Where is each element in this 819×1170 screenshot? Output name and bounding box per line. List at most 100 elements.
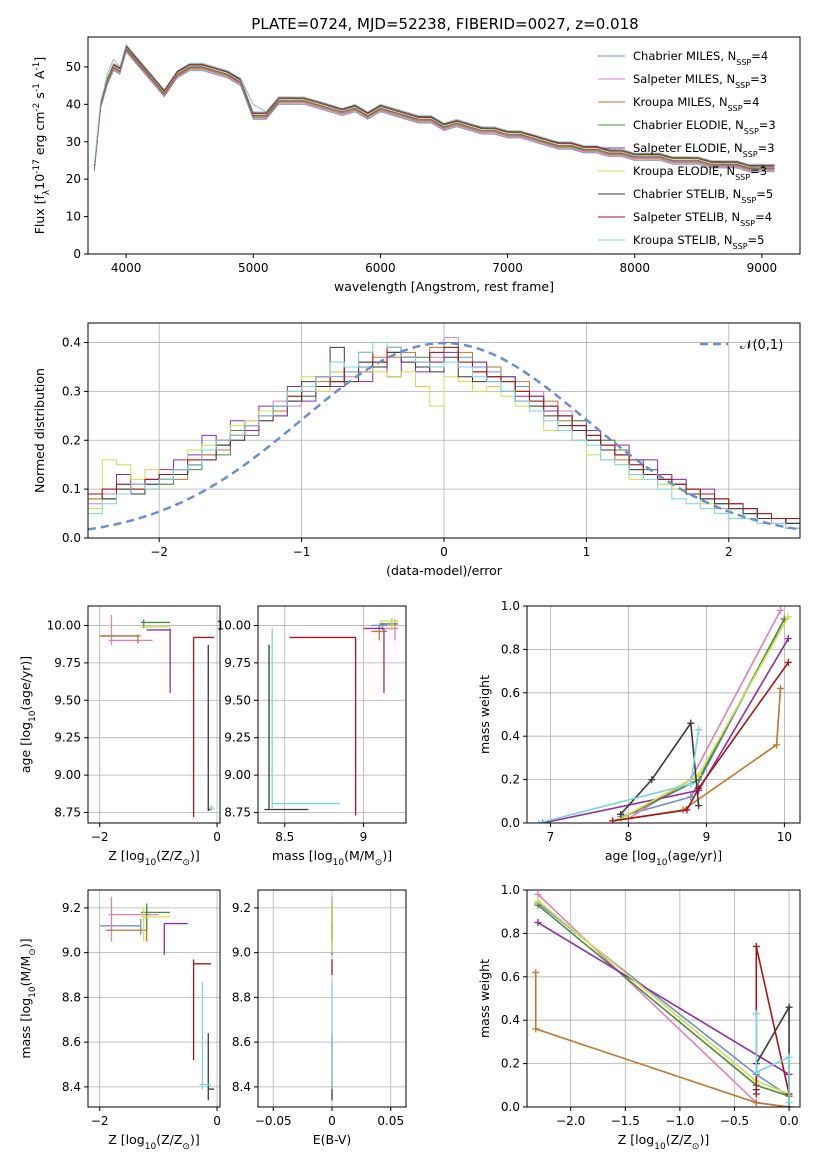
y-tick-label: 9.0 (62, 946, 81, 960)
x-axis-label: Z [log10(Z/Z⊙)] (108, 1132, 199, 1152)
y-tick-label: 0.2 (62, 433, 81, 447)
errorbar-point (210, 805, 215, 812)
series-marker (532, 968, 540, 976)
series-marker (535, 819, 543, 823)
y-axis-label: mass weight (477, 959, 492, 1038)
y-tick-label: 9.2 (232, 901, 251, 915)
model-spectrum-line (93, 44, 775, 166)
series-marker (683, 806, 691, 814)
axes-frame (526, 889, 801, 1108)
errorbar-point (207, 644, 212, 812)
panel-spectrum: Chabrier MILES, NSSP=4 Salpeter MILES, NS… (32, 36, 801, 294)
plot-area (88, 890, 220, 1107)
histogram-step (88, 342, 800, 538)
y-tick-label: 9.0 (232, 946, 251, 960)
x-tick-label: 10 (777, 830, 792, 844)
legend-label: Salpeter STELIB, NSSP=4 (633, 210, 772, 228)
model-spectrum-line (93, 47, 775, 169)
axes-frame (87, 889, 221, 1108)
panel-mass-vs-Z: −2 0 8.4 8.6 8.8 9.0 9.2 Z [log10(Z/Z⊙)] mass [l… (18, 889, 221, 1152)
y-tick-label: 40 (66, 97, 81, 111)
x-axis-label: wavelength [Angstrom, rest frame] (334, 279, 554, 294)
x-axis-label: E(B-V) (313, 1132, 352, 1147)
axes-frame (87, 36, 801, 255)
x-tick-label: −1 (293, 545, 311, 559)
errorbar-point (192, 959, 212, 1061)
y-tick-label: 0.2 (501, 1057, 520, 1071)
y-tick-label: 0.0 (501, 816, 520, 830)
errorbar-point (140, 907, 171, 942)
series-marker (532, 1025, 540, 1033)
y-axis-label: Normed distribution (32, 368, 47, 493)
errorbar-point (363, 627, 385, 693)
plot-area (88, 323, 800, 538)
y-tick-label: 0.8 (501, 926, 520, 940)
y-tick-label: 1.0 (501, 883, 520, 897)
y-axis-label: mass weight (477, 675, 492, 754)
series-marker (784, 658, 792, 666)
legend-label: Salpeter MILES, NSSP=3 (633, 72, 767, 90)
x-axis-label: (data-model)/error (386, 563, 503, 578)
legend: 𝒩(0,1) (700, 338, 783, 353)
x-tick-label: −0.5 (720, 1114, 749, 1128)
x-tick-label: 0 (440, 545, 448, 559)
series-marker (784, 635, 792, 643)
x-axis-label: Z [log10(Z/Z⊙)] (618, 1132, 709, 1152)
series-line (620, 616, 789, 820)
y-tick-label: 9.75 (224, 656, 251, 670)
model-spectrum-line (93, 43, 775, 165)
y-tick-label: 9.2 (62, 901, 81, 915)
axes-frame (87, 605, 221, 824)
y-tick-label: 0.4 (501, 1013, 520, 1027)
series-marker (695, 784, 703, 792)
x-tick-label: 9 (360, 830, 368, 844)
model-spectrum-line (93, 48, 775, 170)
legend-label: Chabrier STELIB, NSSP=5 (633, 187, 773, 205)
x-tick-label: 5000 (238, 261, 269, 275)
plot-area (88, 606, 220, 823)
series-marker (752, 1010, 760, 1018)
panel-mass-vs-EBV: −0.05 0 0.05 8.4 8.6 8.8 9.0 9.2 E(B-V) (232, 889, 407, 1147)
axes-frame (526, 605, 801, 824)
x-tick-label: 6000 (365, 261, 396, 275)
histogram-step (88, 361, 800, 538)
errorbar-point (207, 1033, 215, 1101)
plot-area (258, 606, 406, 823)
x-tick-label: 9000 (747, 261, 778, 275)
errorbar-point (264, 644, 309, 811)
legend-label: 𝒩(0,1) (740, 338, 783, 353)
x-tick-label: −1.5 (611, 1114, 640, 1128)
y-tick-label: 30 (66, 135, 81, 149)
errorbar-point (289, 636, 357, 816)
y-tick-label: 9.50 (224, 693, 251, 707)
x-tick-label: 7000 (492, 261, 523, 275)
errorbar-point (146, 628, 171, 693)
series-marker (785, 1003, 793, 1011)
errorbar-point (99, 634, 139, 644)
errorbar-point (108, 614, 153, 645)
series-marker (773, 741, 781, 749)
errorbar-point (382, 619, 399, 641)
model-spectrum-line (93, 50, 775, 172)
x-tick-label: −1.0 (665, 1114, 694, 1128)
plot-area (527, 606, 800, 823)
series-marker (752, 942, 760, 950)
series-marker (784, 613, 792, 621)
x-tick-label: −2 (91, 830, 109, 844)
x-tick-label: 0.05 (377, 1114, 404, 1128)
y-tick-label: 0.6 (501, 686, 520, 700)
y-tick-label: 0.1 (62, 482, 81, 496)
series-marker (687, 780, 695, 788)
y-tick-label: 8.4 (62, 1080, 81, 1094)
y-tick-label: 9.00 (224, 768, 251, 782)
x-axis-label: age [log10(age/yr)] (605, 848, 722, 868)
model-spectrum-line (93, 46, 775, 168)
series-marker (617, 810, 625, 818)
errorbar-point (271, 628, 340, 809)
x-tick-label: 7 (547, 830, 555, 844)
legend-label: Kroupa MILES, NSSP=4 (633, 95, 759, 113)
x-tick-label: 2 (725, 545, 733, 559)
plot-area (527, 890, 800, 1107)
series-marker (785, 1099, 793, 1107)
y-tick-label: 0 (73, 247, 81, 261)
